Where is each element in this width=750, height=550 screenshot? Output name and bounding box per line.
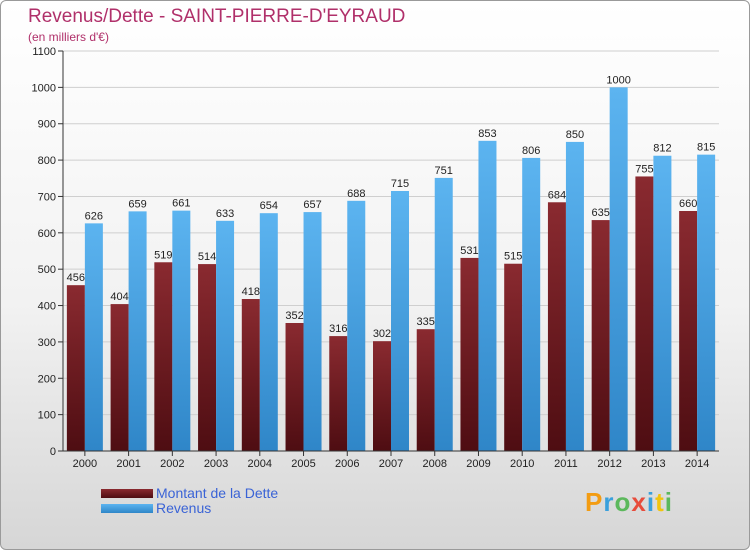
data-label-revenus-2007: 715	[391, 178, 409, 190]
bar-dette-2014	[679, 211, 698, 451]
y-tick-label: 200	[38, 373, 56, 385]
bar-dette-2013	[635, 176, 654, 452]
data-label-dette-2006: 316	[329, 323, 347, 335]
x-tick-label: 2009	[466, 458, 490, 470]
data-label-revenus-2013: 812	[653, 143, 671, 155]
x-tick-label: 2011	[554, 458, 578, 470]
x-tick-label: 2000	[73, 458, 97, 470]
legend-label-revenus: Revenus	[156, 500, 212, 516]
bar-dette-2000	[66, 285, 85, 451]
data-label-revenus-2004: 654	[260, 200, 278, 212]
x-tick-label: 2003	[204, 458, 228, 470]
bar-dette-2005	[285, 323, 304, 451]
bar-dette-2007	[373, 341, 391, 451]
x-tick-label: 2013	[641, 458, 665, 470]
chart-subtitle: (en milliers d'€)	[28, 30, 109, 44]
bar-revenus-2000	[84, 223, 103, 451]
bar-dette-2009	[460, 257, 479, 451]
data-label-dette-2004: 418	[242, 286, 260, 298]
y-tick-label: 100	[38, 410, 56, 422]
bar-dette-2003	[198, 264, 217, 451]
y-tick-label: 300	[38, 337, 56, 349]
x-tick-label: 2004	[248, 458, 272, 470]
bar-revenus-2014	[697, 154, 716, 452]
x-tick-label: 2010	[510, 458, 534, 470]
bar-revenus-2005	[303, 212, 322, 451]
data-label-revenus-2009: 853	[478, 128, 496, 140]
legend-label-dette: Montant de la Dette	[156, 485, 279, 501]
y-tick-label: 400	[38, 301, 56, 313]
bar-dette-2002	[154, 262, 173, 451]
data-label-revenus-2002: 661	[172, 198, 190, 210]
bar-dette-2004	[241, 299, 260, 451]
x-tick-label: 2005	[291, 458, 315, 470]
bar-dette-2008	[416, 329, 435, 451]
data-label-dette-2010: 515	[504, 251, 522, 263]
data-label-revenus-2008: 751	[435, 165, 453, 177]
data-label-revenus-2005: 657	[303, 199, 321, 211]
chart-title: Revenus/Dette - SAINT-PIERRE-D'EYRAUD	[28, 6, 406, 27]
data-label-revenus-2000: 626	[85, 210, 103, 222]
bar-revenus-2002	[172, 210, 191, 451]
bar-dette-2010	[504, 263, 523, 451]
data-label-dette-2014: 660	[679, 198, 697, 210]
data-label-dette-2000: 456	[67, 272, 85, 284]
data-label-dette-2011: 684	[548, 189, 566, 201]
bar-dette-2006	[329, 336, 348, 451]
bar-revenus-2007	[391, 191, 409, 451]
bar-revenus-2004	[259, 213, 278, 451]
x-tick-label: 2014	[685, 458, 709, 470]
y-tick-label: 600	[38, 228, 56, 240]
data-label-revenus-2012: 1000	[606, 74, 630, 86]
bar-dette-2012	[591, 220, 610, 451]
x-tick-label: 2001	[116, 458, 140, 470]
data-label-revenus-2010: 806	[522, 145, 540, 157]
data-label-dette-2012: 635	[591, 207, 609, 219]
data-label-dette-2009: 531	[460, 245, 478, 257]
bar-revenus-2013	[653, 155, 672, 451]
bar-revenus-2012	[609, 87, 628, 451]
x-tick-label: 2008	[422, 458, 446, 470]
data-label-revenus-2003: 633	[216, 208, 234, 220]
legend-swatch-dette	[101, 489, 153, 498]
bar-revenus-2011	[565, 141, 584, 451]
y-tick-label: 0	[50, 446, 56, 458]
x-tick-label: 2006	[335, 458, 359, 470]
data-label-dette-2008: 335	[417, 316, 435, 328]
y-tick-label: 1100	[32, 46, 56, 58]
bar-revenus-2006	[347, 200, 366, 451]
y-tick-label: 1000	[32, 82, 56, 94]
bar-revenus-2009	[478, 140, 497, 451]
y-tick-label: 500	[38, 264, 56, 276]
data-label-dette-2003: 514	[198, 251, 216, 263]
data-label-dette-2013: 755	[635, 163, 653, 175]
data-label-dette-2005: 352	[285, 310, 303, 322]
y-tick-label: 900	[38, 119, 56, 131]
data-label-dette-2002: 519	[154, 249, 172, 261]
data-label-dette-2007: 302	[373, 328, 391, 340]
bar-revenus-2003	[216, 220, 235, 451]
data-label-revenus-2011: 850	[566, 129, 584, 141]
data-label-dette-2001: 404	[110, 291, 128, 303]
bar-revenus-2001	[128, 211, 147, 451]
bar-revenus-2010	[522, 157, 541, 451]
x-tick-label: 2002	[160, 458, 184, 470]
bar-dette-2001	[110, 304, 129, 451]
proxiti-logo: Proxiti	[585, 487, 673, 517]
bar-revenus-2008	[434, 177, 453, 451]
y-tick-label: 800	[38, 155, 56, 167]
data-label-revenus-2014: 815	[697, 142, 715, 154]
data-label-revenus-2001: 659	[128, 198, 146, 210]
legend-swatch-revenus	[101, 504, 153, 513]
data-label-revenus-2006: 688	[347, 188, 365, 200]
x-tick-label: 2012	[597, 458, 621, 470]
y-tick-label: 700	[38, 191, 56, 203]
bar-dette-2011	[547, 202, 566, 451]
x-tick-label: 2007	[379, 458, 403, 470]
